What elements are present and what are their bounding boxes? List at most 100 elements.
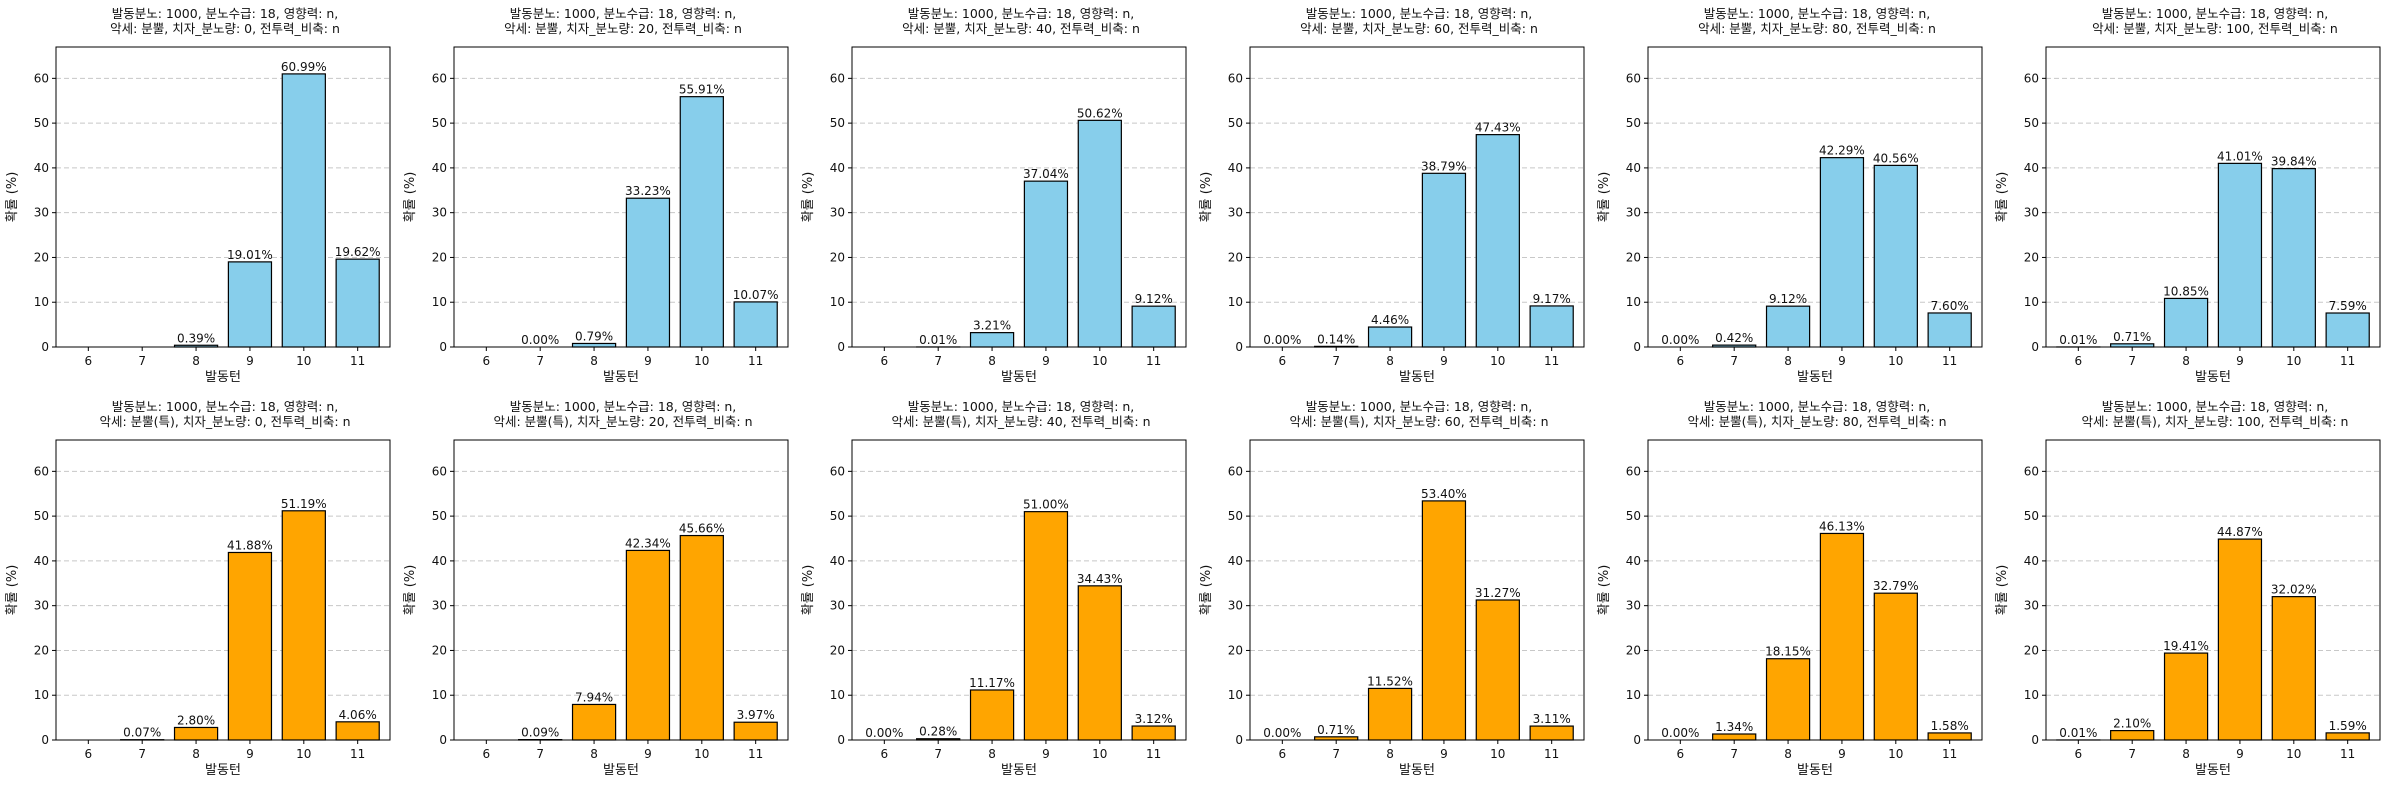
x-tick-label: 10 xyxy=(1490,354,1505,368)
y-tick-label: 50 xyxy=(2024,116,2039,130)
chart-panel: 발동분노: 1000, 분노수급: 18, 영향력: n, 악세: 분뿔, 치자_… xyxy=(0,0,398,395)
y-axis-label: 확률 (%) xyxy=(5,565,20,616)
data-label: 44.87% xyxy=(2217,525,2263,539)
x-tick-label: 7 xyxy=(536,747,544,761)
y-tick-label: 40 xyxy=(830,554,845,568)
bar xyxy=(1475,599,1520,741)
x-tick-label: 11 xyxy=(350,747,365,761)
chart-panel: 발동분노: 1000, 분노수급: 18, 영향력: n, 악세: 분뿔, 치자_… xyxy=(1990,0,2388,395)
bar xyxy=(2163,652,2209,741)
y-tick-label: 30 xyxy=(1228,599,1243,613)
x-tick-label: 9 xyxy=(1042,747,1050,761)
bar xyxy=(679,534,724,741)
bar xyxy=(1873,164,1918,348)
data-label: 33.23% xyxy=(625,184,671,198)
bar xyxy=(173,726,219,741)
bar-chart: 0.07% 2.80% 41.88% 51.19% 4.06% 0 10 20 30 40 50 60… xyxy=(5,439,391,778)
x-axis-label: 발동턴 xyxy=(2195,370,2231,385)
axes-frame xyxy=(1647,46,1983,348)
x-tick-label: 9 xyxy=(644,747,652,761)
y-tick-label: 60 xyxy=(2024,464,2039,478)
data-label: 40.56% xyxy=(1873,151,1919,165)
y-tick-label: 30 xyxy=(1228,206,1243,220)
y-tick-label: 10 xyxy=(432,688,447,702)
bar xyxy=(1529,725,1574,741)
x-tick-label: 11 xyxy=(2340,747,2355,761)
x-tick-label: 7 xyxy=(536,354,544,368)
data-label: 0.01% xyxy=(2059,333,2097,347)
x-tick-label: 8 xyxy=(590,747,598,761)
data-label: 0.00% xyxy=(1661,333,1699,347)
bar xyxy=(1023,511,1069,741)
bar xyxy=(969,332,1015,348)
y-tick-label: 0 xyxy=(837,733,845,747)
chart-title-line-1: 발동분노: 1000, 분노수급: 18, 영향력: n, xyxy=(2101,6,2329,21)
x-axis-label: 발동턴 xyxy=(603,763,639,778)
data-label: 31.27% xyxy=(1475,586,1521,600)
y-tick-label: 10 xyxy=(1228,295,1243,309)
y-tick-label: 10 xyxy=(1228,688,1243,702)
data-label: 0.14% xyxy=(1317,332,1355,346)
bar-chart: 0.00% 1.34% 18.15% 46.13% 32.79% 1.58% 0 10 20 30… xyxy=(1597,439,1983,778)
bar xyxy=(2217,538,2263,741)
chart-title-line-2: 악세: 분뿔, 치자_분노량: 20, 전투력_비축: n xyxy=(504,21,742,36)
data-label: 7.94% xyxy=(575,690,613,704)
y-tick-label: 60 xyxy=(830,464,845,478)
chart-title-line-2: 악세: 분뿔(특), 치자_분노량: 20, 전투력_비축: n xyxy=(493,414,753,429)
x-tick-label: 8 xyxy=(192,354,200,368)
data-label: 1.34% xyxy=(1715,720,1753,734)
chart-panel: 발동분노: 1000, 분노수급: 18, 영향력: n, 악세: 분뿔(특), … xyxy=(0,393,398,788)
chart-title-line-1: 발동분노: 1000, 분노수급: 18, 영향력: n, xyxy=(1305,6,1533,21)
chart-title: 발동분노: 1000, 분노수급: 18, 영향력: n, 악세: 분뿔(특), … xyxy=(60,399,390,429)
y-tick-label: 0 xyxy=(1235,340,1243,354)
data-label: 3.11% xyxy=(1533,712,1571,726)
x-tick-label: 7 xyxy=(934,747,942,761)
y-tick-label: 10 xyxy=(830,688,845,702)
data-label: 18.15% xyxy=(1765,645,1811,659)
x-tick-label: 6 xyxy=(483,747,491,761)
y-tick-label: 20 xyxy=(1626,250,1641,264)
y-tick-label: 0 xyxy=(837,340,845,354)
x-tick-label: 9 xyxy=(1440,354,1448,368)
y-tick-label: 20 xyxy=(830,250,845,264)
y-tick-label: 10 xyxy=(34,295,49,309)
y-tick-label: 20 xyxy=(432,250,447,264)
x-tick-label: 11 xyxy=(1942,354,1957,368)
bar xyxy=(1023,180,1069,348)
y-tick-label: 30 xyxy=(432,599,447,613)
x-axis-label: 발동턴 xyxy=(1399,370,1435,385)
chart-title-line-2: 악세: 분뿔, 치자_분노량: 0, 전투력_비축: n xyxy=(110,21,340,36)
y-tick-label: 30 xyxy=(34,599,49,613)
y-tick-label: 20 xyxy=(34,643,49,657)
data-label: 4.06% xyxy=(339,708,377,722)
x-tick-label: 9 xyxy=(2236,747,2244,761)
x-tick-label: 10 xyxy=(2286,354,2301,368)
bar xyxy=(1421,500,1467,741)
data-label: 0.00% xyxy=(865,726,903,740)
x-tick-label: 10 xyxy=(694,354,709,368)
y-tick-label: 60 xyxy=(432,464,447,478)
bar xyxy=(1819,532,1865,741)
x-tick-label: 8 xyxy=(988,747,996,761)
y-axis-label: 확률 (%) xyxy=(403,565,418,616)
y-tick-label: 50 xyxy=(1228,116,1243,130)
y-tick-label: 50 xyxy=(1626,116,1641,130)
y-tick-label: 30 xyxy=(432,206,447,220)
y-tick-label: 60 xyxy=(830,71,845,85)
chart-title-line-2: 악세: 분뿔(특), 치자_분노량: 40, 전투력_비축: n xyxy=(891,414,1151,429)
bar xyxy=(1077,119,1122,348)
bar xyxy=(1131,305,1176,348)
chart-title: 발동분노: 1000, 분노수급: 18, 영향력: n, 악세: 분뿔, 치자_… xyxy=(1652,6,1982,36)
chart-panel: 발동분노: 1000, 분노수급: 18, 영향력: n, 악세: 분뿔, 치자_… xyxy=(398,0,796,395)
chart-title: 발동분노: 1000, 분노수급: 18, 영향력: n, 악세: 분뿔, 치자_… xyxy=(1254,6,1584,36)
y-tick-label: 60 xyxy=(432,71,447,85)
x-axis-label: 발동턴 xyxy=(603,370,639,385)
bar xyxy=(733,301,778,348)
data-label: 4.46% xyxy=(1371,313,1409,327)
x-tick-label: 6 xyxy=(881,747,889,761)
chart-title-line-1: 발동분노: 1000, 분노수급: 18, 영향력: n, xyxy=(1703,399,1931,414)
x-tick-label: 10 xyxy=(1888,747,1903,761)
data-label: 60.99% xyxy=(281,60,327,74)
axes-frame xyxy=(1249,46,1585,348)
chart-title: 발동분노: 1000, 분노수급: 18, 영향력: n, 악세: 분뿔(특), … xyxy=(2050,399,2380,429)
